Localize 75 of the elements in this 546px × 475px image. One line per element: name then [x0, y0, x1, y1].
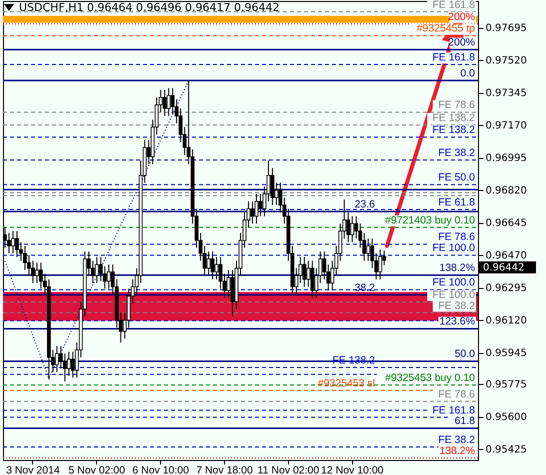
- candlestick: [162, 89, 167, 116]
- ref-line-label: FE 161.8: [432, 404, 476, 416]
- candlestick: [15, 230, 19, 258]
- x-tick-label: 7 Nov 18:00: [196, 464, 254, 475]
- ref-line-label: #9721403 buy 0.10: [385, 214, 476, 226]
- annotation: 50.0: [454, 348, 476, 360]
- ref-line-label: #9325453 buy 0.10: [385, 372, 476, 384]
- ref-line-label: FE 138.2: [432, 124, 476, 136]
- candlestick: [310, 260, 314, 298]
- candlestick: [35, 262, 39, 284]
- y-tick-label: 0.97345: [486, 88, 527, 100]
- x-tick-label: 6 Nov 10:00: [132, 464, 190, 475]
- candlestick: [378, 249, 382, 280]
- ref-line-label: #9325455 tp: [416, 22, 476, 35]
- ref-line-label: FE 38.2: [438, 146, 476, 159]
- ref-line-label: FE 161.8: [432, 0, 476, 11]
- candlestick: [210, 250, 214, 280]
- candlestick: [206, 250, 210, 276]
- text: 0.96442: [483, 262, 524, 274]
- y-tick-label: 0.95600: [486, 412, 527, 424]
- chart-title: USDCHF,H1 0.96464 0.96496 0.96417 0.96442: [19, 1, 280, 14]
- annotation: 200%: [448, 10, 475, 23]
- ref-line-label: FE 161.8: [432, 52, 476, 64]
- annotation: 138.2%: [439, 262, 475, 274]
- y-tick-label: 0.95945: [486, 348, 527, 360]
- y-tick-label: 0.96295: [486, 283, 527, 294]
- ref-line-label: FE 78.6: [438, 99, 476, 112]
- y-tick-label: 0.97520: [486, 56, 527, 67]
- ref-line-label: FE 61.8: [438, 196, 476, 209]
- candlestick: [98, 256, 103, 282]
- y-tick-label: 0.96820: [486, 186, 527, 197]
- x-tick-label: 5 Nov 02:00: [68, 464, 126, 475]
- ref-line-label: FE 100.0: [432, 288, 476, 301]
- candlestick: [54, 346, 59, 373]
- ref-line-label: FE 38.2: [438, 434, 476, 446]
- candlestick: [94, 256, 99, 284]
- x-tick-label: 3 Nov 2014: [6, 464, 60, 475]
- ref-line-label: FE 138.2: [432, 112, 476, 124]
- candlestick: [106, 264, 111, 290]
- x-tick-label: 12 Nov 10:00: [321, 464, 384, 475]
- y-tick-label: 0.96995: [486, 153, 527, 164]
- candlestick: [70, 351, 75, 378]
- candlestick: [258, 193, 262, 217]
- candlestick: [254, 193, 258, 224]
- candlestick: [214, 256, 218, 280]
- ref-line-label: FE 38.2: [438, 300, 476, 312]
- y-tick-label: 0.95775: [486, 380, 527, 391]
- annotation: 61.8: [454, 415, 476, 428]
- ref-line-label: FE 78.6: [438, 388, 476, 400]
- candlestick: [226, 270, 230, 298]
- y-tick-label: 0.97695: [486, 23, 527, 34]
- y-tick-label: 0.96645: [486, 218, 527, 230]
- annotation: 38.2: [354, 282, 376, 294]
- ref-line-label: FE 100.0: [432, 242, 476, 254]
- annotation: 123.6%: [439, 316, 475, 328]
- y-tick-label: 0.96470: [486, 250, 527, 262]
- y-tick-label: 0.97170: [486, 120, 527, 132]
- candlestick: [362, 232, 366, 262]
- y-tick-label: 0.96120: [486, 316, 527, 327]
- x-tick-label: 11 Nov 02:00: [258, 464, 320, 475]
- candlestick: [11, 230, 15, 254]
- candlestick: [302, 256, 306, 288]
- ref-line-label: FE 78.6: [438, 231, 476, 244]
- candlestick: [166, 88, 171, 116]
- candlestick: [322, 250, 326, 280]
- annotation: 138.2%: [439, 444, 475, 457]
- candlestick: [306, 260, 310, 288]
- ref-line-label: FE 100.0: [432, 276, 476, 289]
- annotation: 0.0: [460, 67, 476, 80]
- candlestick: [366, 238, 370, 262]
- candlestick: [350, 216, 354, 243]
- ref-line-label: FE 50.0: [438, 172, 476, 184]
- y-tick-label: 0.95425: [486, 444, 527, 456]
- candlestick: [250, 200, 254, 224]
- annotation: 23.6: [354, 198, 376, 211]
